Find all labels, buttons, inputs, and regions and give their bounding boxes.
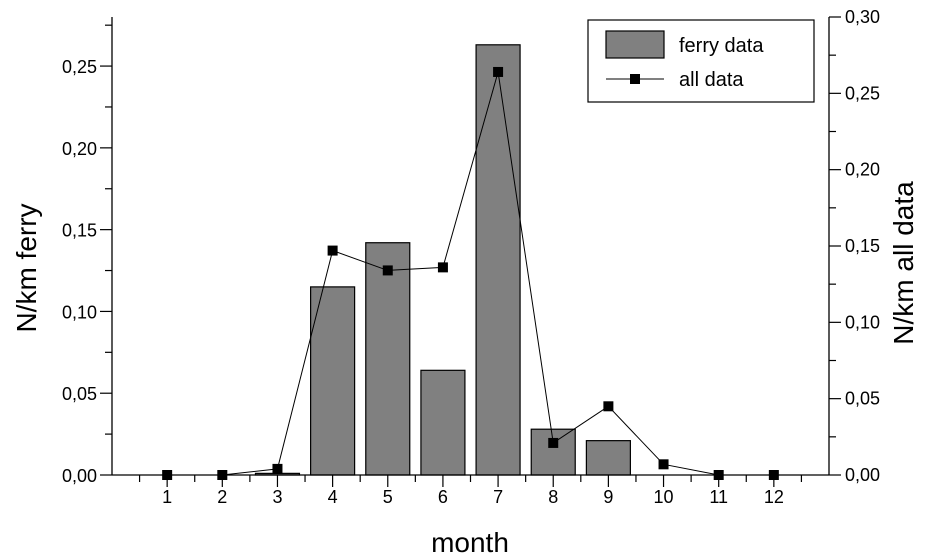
y-left-tick-label: 0,20 <box>62 139 97 159</box>
y-left-tick-label: 0,15 <box>62 221 97 241</box>
y-left-tick-label: 0,25 <box>62 57 97 77</box>
y-axis-title-left: N/km ferry <box>11 203 42 332</box>
x-axis-title: month <box>431 527 509 556</box>
point-all-data-month-6 <box>437 262 448 273</box>
line-series-group <box>162 66 779 480</box>
y-right-tick-label: 0,20 <box>845 160 880 180</box>
legend-label-ferry-data: ferry data <box>679 35 764 57</box>
bar-ferry-data-month-7 <box>475 44 521 476</box>
bars-group <box>254 44 631 476</box>
point-all-data-month-4 <box>327 245 338 256</box>
y-right-tick-label: 0,30 <box>845 7 880 27</box>
point-all-data-month-8 <box>548 437 559 448</box>
y-right-tick-label: 0,25 <box>845 83 880 103</box>
point-all-data-month-7 <box>493 66 504 77</box>
legend-label-all-data: all data <box>679 69 744 91</box>
point-all-data-month-5 <box>382 265 393 276</box>
legend: ferry data all data <box>587 19 815 103</box>
y-axis-title-right: N/km all data <box>888 181 919 345</box>
y-right-tick-label: 0,10 <box>845 312 880 332</box>
x-tick-label: 1 <box>162 487 172 507</box>
point-all-data-month-9 <box>603 401 614 412</box>
x-tick-label: 2 <box>217 487 227 507</box>
x-tick-label: 8 <box>548 487 558 507</box>
x-tick-label: 11 <box>709 487 728 507</box>
y-right-tick-label: 0,00 <box>845 465 880 485</box>
x-tick-label: 4 <box>328 487 338 507</box>
x-tick-label: 3 <box>272 487 282 507</box>
y-left-tick-label: 0,10 <box>62 302 97 322</box>
y-left-tick-label: 0,00 <box>62 466 97 486</box>
bar-ferry-data-month-9 <box>585 440 631 476</box>
x-tick-label: 9 <box>603 487 613 507</box>
y-right-tick-label: 0,05 <box>845 389 880 409</box>
bar-ferry-data-month-6 <box>420 369 466 476</box>
line-all-data <box>167 71 774 476</box>
point-all-data-month-3 <box>272 463 283 474</box>
x-tick-label: 12 <box>764 487 784 507</box>
x-tick-label: 7 <box>493 487 503 507</box>
bar-ferry-data-month-5 <box>365 242 411 476</box>
y-left-tick-label: 0,05 <box>62 384 97 404</box>
ticks-group: 1 2 3 4 5 6 7 8 9 10 11 120,000,050,100,150,200,250… <box>62 7 880 507</box>
legend-marker-all-data <box>630 74 640 84</box>
x-tick-label: 6 <box>438 487 448 507</box>
legend-swatch-ferry-data <box>605 30 665 59</box>
x-tick-label: 10 <box>654 487 674 507</box>
point-all-data-month-10 <box>658 459 669 470</box>
bar-ferry-data-month-4 <box>310 286 356 476</box>
y-right-tick-label: 0,15 <box>845 236 880 256</box>
bar-ferry-data-month-8 <box>530 428 576 476</box>
x-tick-label: 5 <box>383 487 393 507</box>
